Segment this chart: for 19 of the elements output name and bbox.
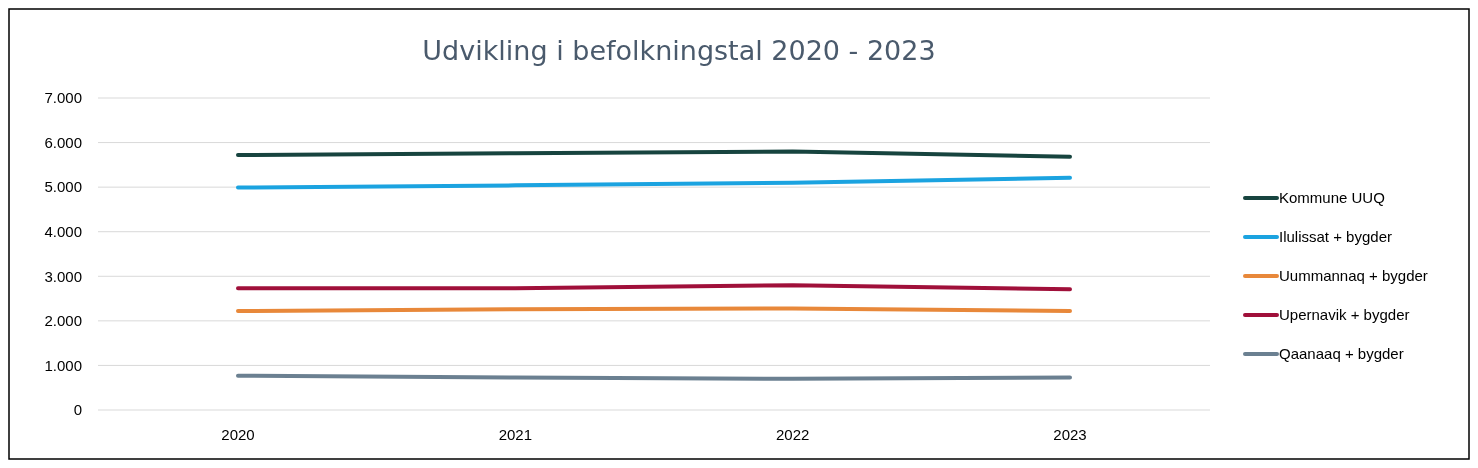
legend-label: Ilulissat + bygder xyxy=(1279,228,1392,246)
legend-label: Kommune UUQ xyxy=(1279,189,1385,207)
line-series xyxy=(236,175,1072,190)
y-tick-label: 2.000 xyxy=(44,312,82,330)
legend-label: Qaanaaq + bygder xyxy=(1279,345,1404,363)
y-tick-label: 5.000 xyxy=(44,178,82,196)
x-tick-label: 2020 xyxy=(221,426,255,443)
x-tick-label: 2021 xyxy=(498,426,533,443)
chart-title: Udvikling i befolkningstal 2020 - 2023 xyxy=(422,35,936,66)
x-tick-label: 2022 xyxy=(775,426,810,443)
y-tick-label: 0 xyxy=(73,401,82,419)
legend-label: Upernavik + bygder xyxy=(1279,306,1410,324)
x-tick-label: 2023 xyxy=(1053,426,1087,443)
y-tick-label: 4.000 xyxy=(44,222,82,240)
y-tick-label: 6.000 xyxy=(44,133,82,151)
y-tick-label: 1.000 xyxy=(44,356,82,374)
y-tick-label: 3.000 xyxy=(44,267,82,285)
y-tick-label: 7.000 xyxy=(44,89,82,107)
legend-label: Uummannaq + bygder xyxy=(1279,267,1428,285)
